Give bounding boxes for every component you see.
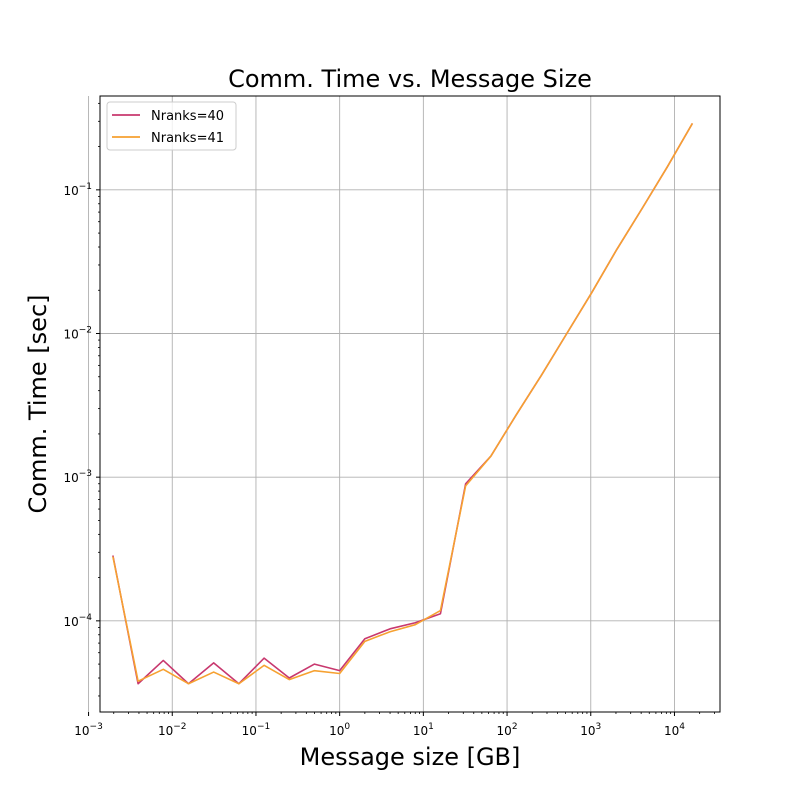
- x-tick-exponent: 1: [428, 722, 434, 732]
- y-tick-base: 10: [63, 184, 78, 198]
- legend: Nranks=40 Nranks=41: [106, 101, 237, 151]
- x-tick-base: 10: [497, 724, 512, 738]
- legend-box: [106, 101, 237, 151]
- x-tick-exponent: −2: [173, 722, 186, 732]
- y-tick-label: 10−1: [63, 182, 92, 198]
- x-tick-label: 10−3: [74, 722, 103, 738]
- y-tick-base: 10: [63, 615, 78, 629]
- x-tick-label: 102: [497, 722, 518, 738]
- y-tick-label: 10−2: [63, 326, 92, 342]
- x-tick-base: 10: [413, 724, 428, 738]
- x-tick-label: 104: [664, 722, 685, 738]
- y-tick-exponent: −2: [79, 326, 92, 336]
- x-tick-base: 10: [580, 724, 595, 738]
- x-tick-label: 103: [580, 722, 601, 738]
- x-tick-label: 100: [329, 722, 350, 738]
- y-tick-exponent: −4: [79, 613, 93, 623]
- series-group: [112, 123, 694, 685]
- x-tick-label: 101: [413, 722, 434, 738]
- x-axis-label: Message size [GB]: [300, 743, 521, 771]
- x-tick-base: 10: [664, 724, 679, 738]
- x-tick-base: 10: [242, 724, 257, 738]
- x-tick-exponent: 3: [596, 722, 602, 732]
- grid: [88, 96, 720, 712]
- series-line-2: [112, 123, 694, 685]
- x-tick-exponent: 2: [512, 722, 518, 732]
- plot-area: 10−3 10−2 10−1 100 101 102 103 104 10−410−310−2…: [63, 95, 721, 738]
- y-axis-label: Comm. Time [sec]: [24, 294, 52, 513]
- x-tick-base: 10: [74, 724, 89, 738]
- x-tick-base: 10: [158, 724, 173, 738]
- x-tick-exponent: 0: [344, 722, 350, 732]
- x-tick-exponent: −1: [257, 722, 270, 732]
- y-tick-base: 10: [63, 471, 78, 485]
- legend-label-2: Nranks=41: [151, 131, 224, 146]
- y-tick-label: 10−4: [63, 613, 92, 629]
- x-tick-exponent: 4: [679, 722, 685, 732]
- x-tick-label: 10−1: [242, 722, 271, 738]
- x-tick-base: 10: [329, 724, 344, 738]
- x-tick-exponent: −3: [90, 722, 103, 732]
- chart-title: Comm. Time vs. Message Size: [228, 65, 592, 93]
- x-tick-label: 10−2: [158, 722, 187, 738]
- legend-label-1: Nranks=40: [151, 109, 224, 124]
- y-axis-ticks: 10−410−310−210−1: [63, 102, 100, 697]
- y-tick-exponent: −3: [79, 469, 92, 479]
- y-tick-label: 10−3: [63, 469, 92, 485]
- y-tick-exponent: −1: [79, 182, 92, 192]
- y-tick-base: 10: [63, 328, 78, 342]
- x-axis-ticks: 10−3 10−2 10−1 100 101 102 103 104: [74, 712, 715, 738]
